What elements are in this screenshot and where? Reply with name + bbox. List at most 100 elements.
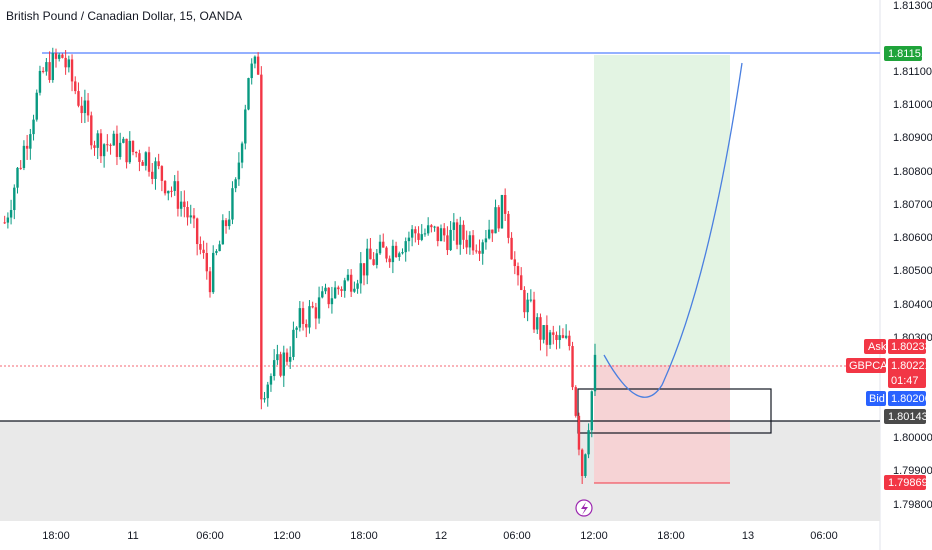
candle-body	[333, 287, 337, 299]
candle-body	[532, 299, 536, 330]
candle-body	[529, 299, 533, 301]
candle-body	[141, 161, 144, 166]
svg-text:1.79869: 1.79869	[888, 477, 928, 489]
y-tick: 1.80800	[893, 166, 932, 178]
candle-body	[587, 430, 590, 455]
stop-badge[interactable]: 1.79869	[884, 475, 928, 490]
candle-body	[109, 144, 112, 146]
candle-body	[218, 244, 221, 252]
candle-body	[526, 299, 529, 313]
chart-title: British Pound / Canadian Dollar, 15, OAN…	[6, 9, 243, 23]
candle-body	[471, 235, 475, 251]
resistance-badge[interactable]: 1.81151	[884, 46, 927, 61]
support-badge[interactable]: 1.80143	[884, 409, 928, 424]
y-tick: 1.80900	[893, 132, 932, 144]
x-tick: 18:00	[42, 530, 70, 542]
candle-body	[54, 53, 58, 59]
candle-body	[349, 274, 353, 292]
candle-body	[523, 289, 526, 313]
svg-text:1.81151: 1.81151	[888, 48, 927, 60]
candle-body	[568, 335, 571, 347]
lightning-icon	[581, 502, 588, 515]
candle-body	[45, 62, 48, 72]
candle-body	[500, 195, 504, 229]
x-tick: 12	[435, 530, 447, 542]
candle-body	[382, 241, 385, 248]
candle-body	[224, 220, 228, 227]
x-tick: 18:00	[350, 530, 378, 542]
candle-body	[337, 287, 340, 290]
support-zone	[0, 421, 880, 521]
candle-body	[135, 151, 138, 154]
candle-body	[154, 161, 157, 179]
candle-body	[3, 222, 6, 224]
support-box[interactable]	[577, 388, 772, 434]
loss-zone[interactable]	[594, 365, 730, 483]
candle-body	[324, 287, 327, 292]
candle-body	[564, 335, 568, 338]
time-axis[interactable]: 18:00 11 06:00 12:00 18:00 12 06:00 12:0…	[42, 530, 838, 542]
candle-body	[186, 206, 189, 218]
candle-body	[35, 92, 38, 120]
candle-body	[391, 245, 395, 263]
candle-body	[128, 140, 131, 163]
candle-body	[173, 181, 176, 191]
candle-body	[430, 225, 433, 228]
candle-body	[305, 323, 308, 328]
candle-body	[269, 376, 273, 385]
projection-curve[interactable]	[603, 62, 743, 398]
y-tick: 1.81000	[893, 99, 932, 111]
candle-body	[520, 275, 523, 290]
candle-body	[443, 228, 446, 236]
profit-zone[interactable]	[594, 55, 730, 365]
candle-body	[439, 228, 443, 242]
svg-text:Bid: Bid	[869, 393, 885, 405]
candle-body	[346, 274, 350, 281]
candle-body	[160, 166, 164, 181]
candle-body	[231, 188, 234, 220]
candle-body	[253, 56, 257, 64]
candle-body	[77, 91, 80, 106]
candle-body	[221, 220, 225, 245]
candle-body	[555, 334, 558, 340]
candle-body	[96, 133, 99, 148]
candle-body	[494, 207, 497, 234]
candle-body	[420, 234, 423, 240]
candle-body	[394, 245, 398, 258]
candle-body	[138, 153, 141, 162]
y-tick: 1.80400	[893, 299, 932, 311]
candle-body	[414, 229, 417, 234]
y-tick: 1.80500	[893, 265, 932, 277]
candle-body	[407, 237, 411, 242]
candle-body	[410, 229, 414, 238]
x-tick: 12:00	[273, 530, 301, 542]
candle-body	[279, 354, 282, 376]
candle-body	[244, 109, 247, 144]
candle-body	[151, 171, 154, 179]
x-tick: 06:00	[196, 530, 224, 542]
y-tick: 1.80000	[893, 432, 932, 444]
candle-body	[478, 250, 481, 254]
candle-body	[298, 308, 302, 328]
candle-body	[195, 218, 199, 245]
candle-body	[548, 332, 552, 345]
candle-body	[48, 62, 51, 81]
price-axis[interactable]: 1.81300 1.81100 1.81000 1.80900 1.80800 …	[893, 0, 932, 511]
candlestick-series	[3, 47, 597, 484]
candle-body	[9, 210, 13, 218]
candle-body	[340, 289, 343, 291]
candle-body	[170, 190, 173, 192]
candle-body	[144, 152, 148, 166]
candle-body	[388, 258, 391, 263]
candle-body	[475, 250, 478, 252]
candle-body	[106, 144, 109, 146]
candle-body	[260, 74, 263, 400]
candle-body	[311, 306, 314, 308]
candle-body	[86, 100, 90, 116]
candle-body	[179, 201, 183, 209]
candle-body	[295, 327, 298, 330]
candle-body	[423, 233, 427, 235]
candle-body	[314, 307, 318, 319]
